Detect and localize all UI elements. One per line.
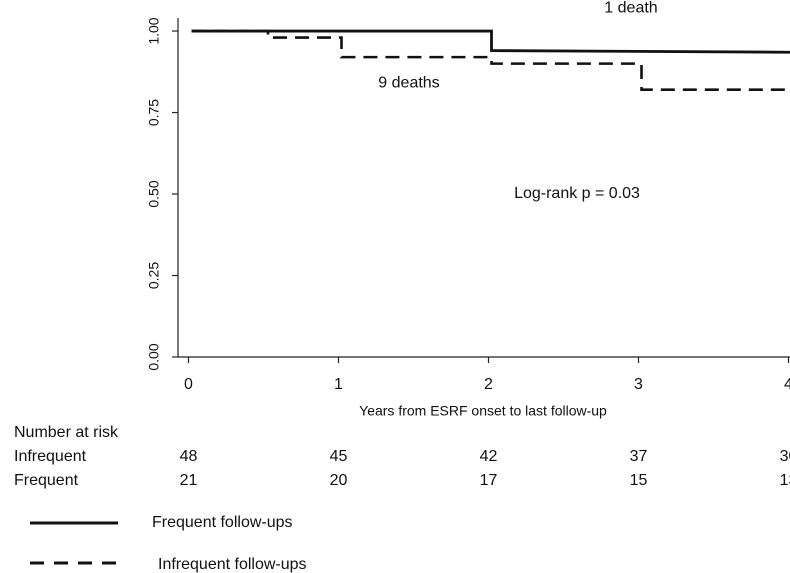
risk-count: 30 [780, 448, 790, 465]
risk-count: 21 [180, 472, 198, 489]
survival-curve [191, 29, 790, 54]
x-tick-label: 2 [484, 376, 493, 393]
legend-label: Infrequent follow-ups [158, 556, 307, 573]
risk-count: 42 [480, 448, 498, 465]
risk-count: 15 [630, 472, 648, 489]
y-tick-label: 0.75 [146, 99, 162, 126]
risk-row-name: Infrequent [14, 448, 87, 465]
x-tick-label: 0 [184, 376, 193, 393]
risk-row-name: Frequent [14, 472, 79, 489]
legend-label: Frequent follow-ups [152, 514, 293, 531]
x-tick-label: 3 [634, 376, 643, 393]
annotation: Log-rank p = 0.03 [514, 185, 640, 202]
y-tick-label: 0.25 [146, 262, 162, 289]
survival-curve [191, 29, 790, 92]
annotation: 1 death [604, 0, 657, 16]
y-tick-label: 0.50 [146, 180, 162, 207]
risk-count: 48 [180, 448, 198, 465]
x-axis-title: Years from ESRF onset to last follow-up [359, 403, 607, 419]
y-tick-label: 1.00 [146, 17, 162, 44]
x-tick-label: 4 [784, 376, 790, 393]
risk-count: 20 [330, 472, 348, 489]
x-tick-label: 1 [334, 376, 343, 393]
annotation: 9 deaths [378, 74, 439, 91]
risk-count: 45 [330, 448, 348, 465]
risk-count: 13 [780, 472, 790, 489]
risk-count: 37 [630, 448, 648, 465]
risk-count: 17 [480, 472, 498, 489]
risk-table-title: Number at risk [14, 424, 119, 441]
y-tick-label: 0.00 [146, 343, 162, 370]
